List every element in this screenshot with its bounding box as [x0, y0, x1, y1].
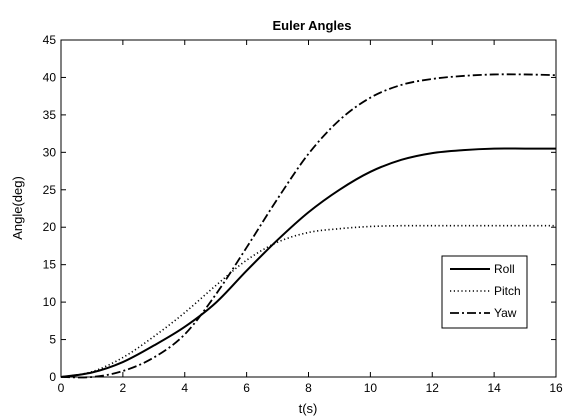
y-tick-label: 15	[43, 258, 57, 272]
x-tick-label: 16	[549, 381, 563, 395]
y-axis: 0 5 10 15 20 25 30 35 40 45	[43, 33, 556, 384]
series-line-roll	[60, 147, 556, 378]
x-tick-label: 4	[181, 381, 188, 395]
x-axis-label: t(s)	[299, 401, 318, 416]
y-tick-label: 5	[49, 333, 56, 347]
y-tick-label: 35	[43, 108, 57, 122]
x-tick-label: 12	[426, 381, 440, 395]
y-axis-label: Angle(deg)	[10, 176, 25, 240]
series-lines	[60, 73, 557, 379]
legend-label: Yaw	[494, 306, 517, 320]
series-line-yaw	[60, 73, 557, 379]
y-tick-label: 10	[43, 295, 57, 309]
y-tick-label: 25	[43, 183, 57, 197]
x-tick-label: 6	[243, 381, 250, 395]
y-tick-label: 30	[43, 145, 57, 159]
x-tick-label: 10	[364, 381, 378, 395]
chart-title: Euler Angles	[273, 18, 352, 33]
x-tick-label: 14	[487, 381, 501, 395]
y-tick-label: 0	[49, 370, 56, 384]
x-axis: 0 2 4 6 8 10 12 14 16	[58, 40, 563, 395]
y-tick-label: 20	[43, 220, 57, 234]
x-tick-label: 0	[58, 381, 65, 395]
legend-label: Roll	[494, 262, 515, 276]
x-tick-label: 2	[120, 381, 127, 395]
y-tick-label: 40	[43, 70, 57, 84]
series-line-pitch	[60, 224, 556, 378]
y-tick-label: 45	[43, 33, 57, 47]
legend: Roll Pitch Yaw	[441, 255, 528, 329]
legend-label: Pitch	[494, 284, 521, 298]
x-tick-label: 8	[305, 381, 312, 395]
